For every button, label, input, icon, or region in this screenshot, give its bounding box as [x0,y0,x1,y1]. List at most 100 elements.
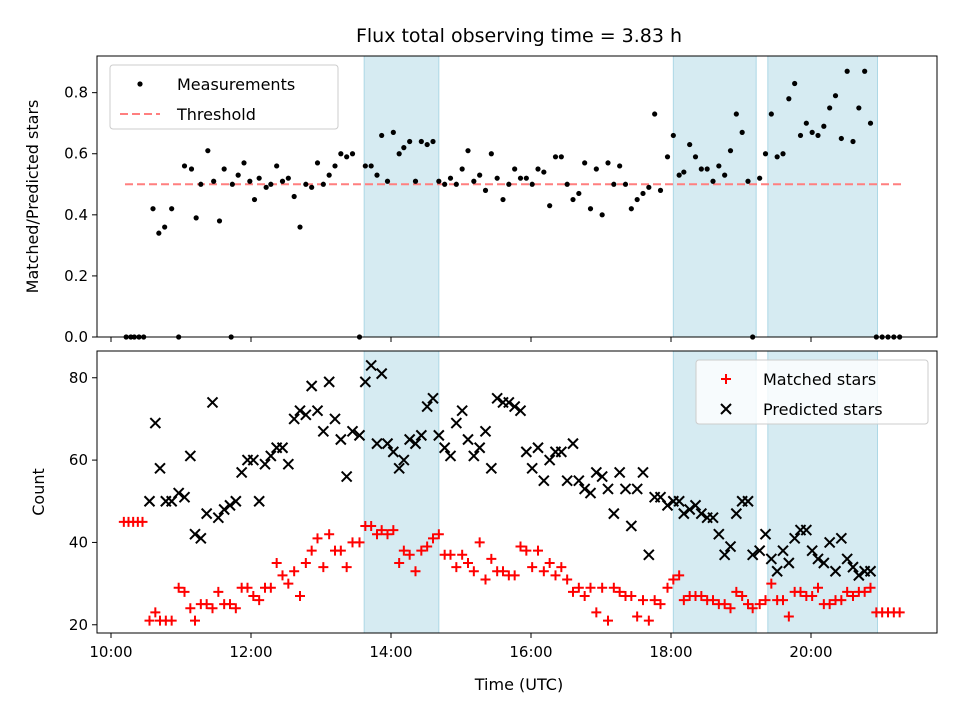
bottom-panel: 10:00 12:00 14:00 16:00 18:00 20:00 20 40 60 80 Co… [29,350,938,661]
predicted-star-point [305,380,318,392]
measurement-point [471,178,477,184]
measurement-point [622,181,629,187]
measurement-point [150,206,156,212]
predicted-star-point [224,499,236,512]
matched-star-point [451,562,462,573]
predicted-star-point [841,553,853,565]
predicted-star-point [311,404,324,417]
matched-star-point [662,582,673,593]
predicted-star-point [259,458,271,470]
measurement-point [856,105,862,111]
matched-star-point [766,578,777,589]
top-panel: 0.0 0.2 0.4 0.6 0.8 Matched/Predicted stars Me… [23,55,938,346]
y-tick-label: 60 [69,451,88,469]
predicted-star-point [353,429,366,442]
predicted-star-point [753,544,766,557]
predicted-star-point [602,483,614,495]
matched-star-point [271,558,282,569]
measurement-point [512,166,518,172]
predicted-star-point [323,376,335,388]
matched-star-point [731,586,742,597]
predicted-star-point [393,462,405,475]
measurement-point [757,175,763,181]
predicted-star-point [661,499,674,512]
measurement-point [442,181,448,187]
predicted-star-point [695,507,708,520]
measurement-point [617,163,623,169]
predicted-star-point [398,454,410,466]
matched-star-point [591,607,602,618]
predicted-star-point [294,404,306,417]
matched-star-point [354,537,365,548]
measurement-point [494,175,500,181]
predicted-star-point [178,491,191,503]
matched-star-point [894,607,905,618]
measurement-point [506,181,512,187]
legend-predicted-marker [720,403,732,415]
measurement-point [459,166,465,172]
predicted-star-point [619,483,632,495]
y-tick-label: 20 [69,616,88,634]
measurement-point [268,181,274,187]
predicted-star-point [282,458,295,470]
measurement-point [558,154,564,160]
measurement-point [332,163,338,169]
matched-star-point [807,590,818,601]
matched-star-point [185,603,196,614]
measurement-point [344,154,350,160]
predicted-star-point [288,413,300,425]
matched-star-point [643,615,654,626]
predicted-star-point [631,483,643,495]
legend-box [109,64,339,130]
matched-star-point [404,549,415,560]
matched-star-point [608,582,619,593]
measurement-point [303,181,309,187]
predicted-star-point [230,495,242,507]
matched-star-point [556,562,567,573]
predicted-star-point [847,561,859,573]
matched-star-point [747,603,758,614]
y-tick-label: 40 [69,533,88,551]
legend-label: Measurements [177,75,295,94]
matched-star-point [300,558,311,569]
predicted-star-point [759,528,772,540]
predicted-star-point [718,549,731,561]
y-tick-label: 0.6 [64,145,88,163]
matched-star-point [474,537,485,548]
measurement-point [407,138,413,145]
predicted-star-point [421,400,433,413]
predicted-star-point [746,549,759,561]
measurement-point [362,163,368,169]
matched-star-point [737,590,748,601]
predicted-star-point [806,544,818,557]
predicted-star-point [149,417,162,429]
predicted-star-point [491,392,503,405]
matched-star-point [150,607,161,618]
matched-star-point [144,615,155,626]
measurement-point [628,206,634,212]
measurement-point [670,132,676,139]
predicted-star-point [415,429,428,442]
matched-star-point [248,590,259,601]
measurement-point [529,181,535,187]
measurement-point [838,135,844,142]
measurement-point [535,166,541,172]
measurement-point [229,181,235,187]
legend-label: Predicted stars [763,400,883,419]
legend-box [695,359,929,425]
matched-star-point [603,615,613,626]
predicted-star-point [468,450,480,462]
legend-label: Matched stars [763,370,876,389]
measurement-point [652,111,658,117]
measurement-point [867,120,874,126]
measurement-point [634,196,640,203]
matched-star-point [463,558,473,569]
predicted-star-point [538,474,550,487]
matched-star-point [754,599,765,610]
matched-star-point [207,603,218,614]
measurement-point [500,196,506,203]
measurement-point [162,224,168,230]
matched-star-point [341,562,352,573]
predicted-star-point [172,487,185,499]
matched-star-point [533,545,543,556]
